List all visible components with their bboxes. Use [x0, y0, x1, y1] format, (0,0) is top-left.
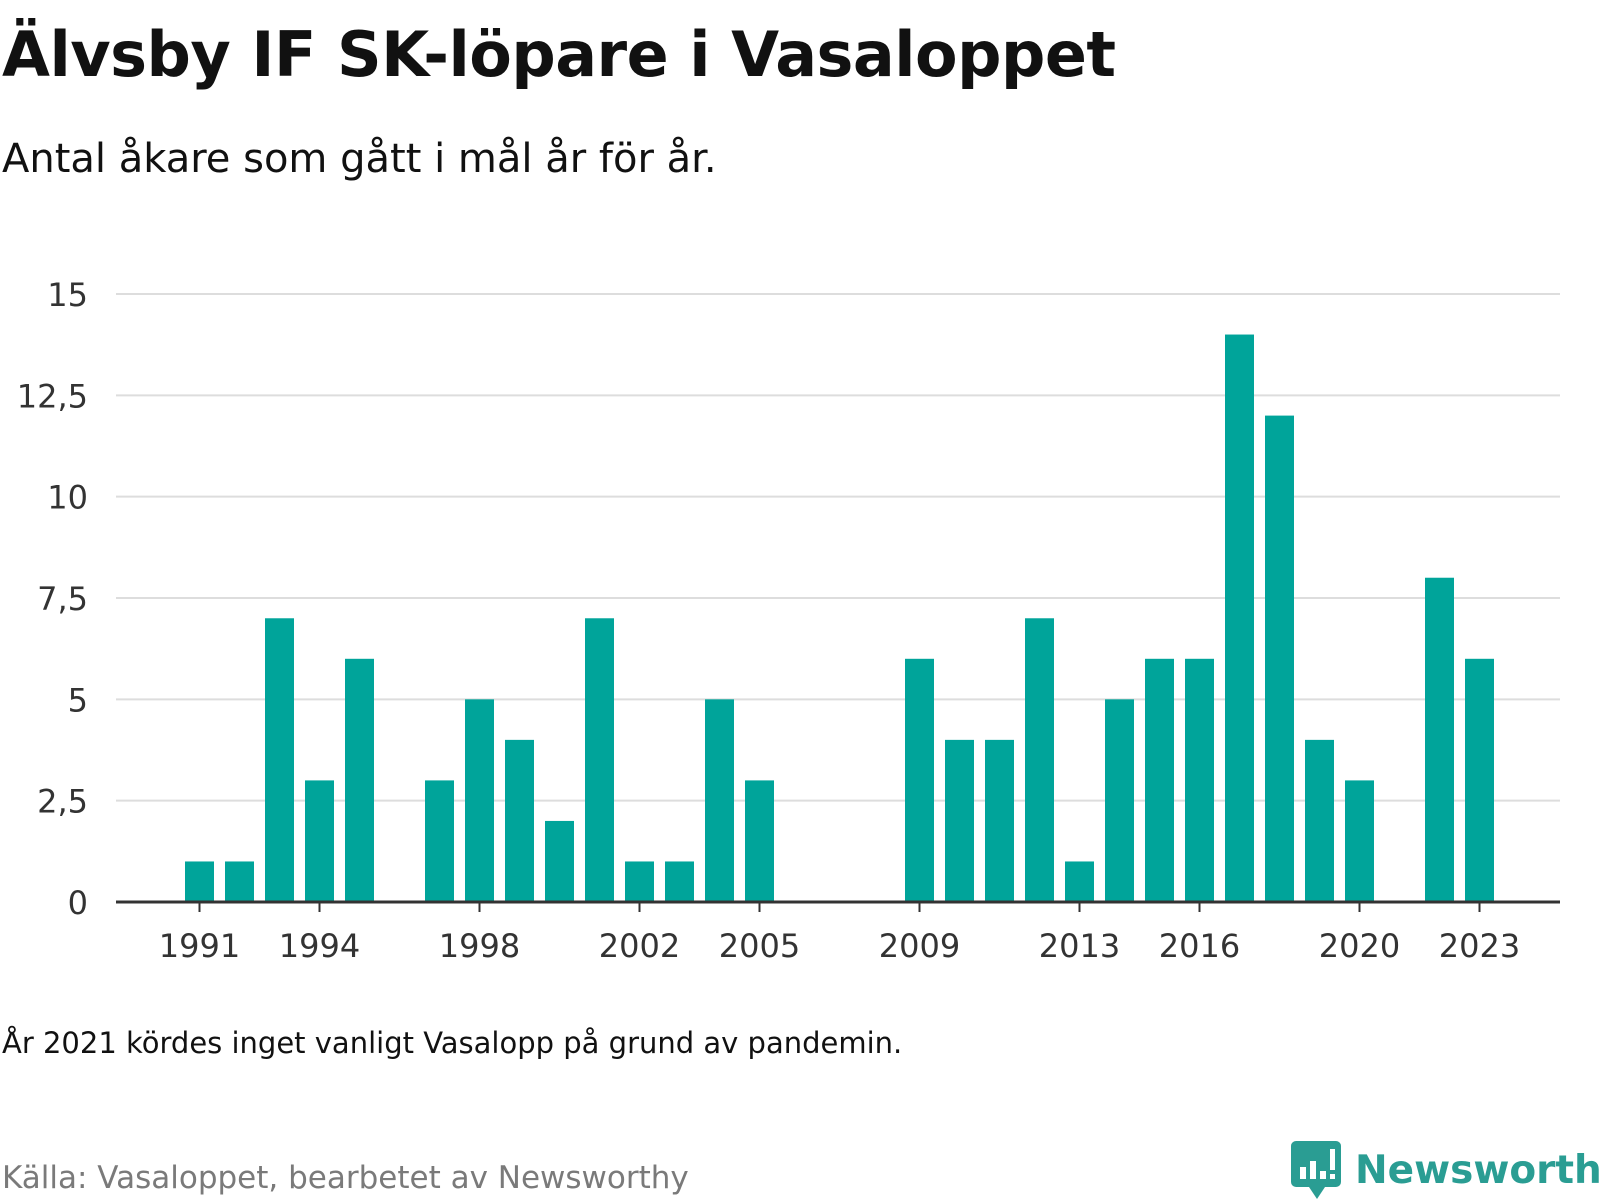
bar	[985, 739, 1014, 902]
bar	[1465, 658, 1494, 902]
bar	[1345, 780, 1374, 902]
bar	[185, 861, 214, 902]
bar	[1025, 618, 1054, 902]
bar	[585, 618, 614, 902]
bar	[1105, 699, 1134, 902]
bar	[545, 820, 574, 902]
bar	[1425, 577, 1454, 902]
gridlines	[116, 293, 1560, 802]
x-axis-labels: 1991 1994 1998 2002 2005 2009 2013 2016 2020 2023	[159, 927, 1520, 965]
chart-note: År 2021 kördes inget vanligt Vasalopp på…	[2, 1026, 903, 1060]
x-tick-label: 1994	[279, 927, 360, 965]
bar	[265, 618, 294, 902]
bar-chart: 0 2,5 5 7,5 10 12,5 15 1991 1994 1998 2002 2005 200…	[17, 276, 1560, 965]
y-tick-label: 5	[68, 681, 88, 719]
bar	[945, 739, 974, 902]
y-tick-label: 2,5	[37, 783, 88, 821]
bar	[345, 658, 374, 902]
y-tick-label: 12,5	[17, 377, 88, 415]
bar	[905, 658, 934, 902]
bar	[225, 861, 254, 902]
bar	[1185, 658, 1214, 902]
x-tick-label: 2002	[599, 927, 680, 965]
bar	[1305, 739, 1334, 902]
x-tick-label: 1998	[439, 927, 520, 965]
source-text: Källa: Vasaloppet, bearbetet av Newswort…	[2, 1160, 689, 1196]
bars	[185, 334, 1494, 902]
bar	[705, 699, 734, 902]
bar	[505, 739, 534, 902]
bar	[425, 780, 454, 902]
x-tick-label: 2005	[719, 927, 800, 965]
bar	[745, 780, 774, 902]
x-axis	[116, 900, 1560, 912]
y-tick-label: 10	[47, 479, 88, 517]
bar	[625, 861, 654, 902]
bar	[305, 780, 334, 902]
bar	[1265, 415, 1294, 902]
y-tick-label: 0	[68, 884, 88, 922]
y-tick-label: 15	[47, 276, 88, 314]
chart-title: Älvsby IF SK-löpare i Vasaloppet	[2, 18, 1116, 91]
brand-name: Newsworthy	[1355, 1147, 1600, 1193]
bar	[1145, 658, 1174, 902]
x-tick-label: 2020	[1319, 927, 1400, 965]
y-tick-label: 7,5	[37, 580, 88, 618]
x-tick-label: 2023	[1439, 927, 1520, 965]
x-tick-label: 1991	[159, 927, 240, 965]
chart-subtitle: Antal åkare som gått i mål år för år.	[2, 136, 717, 182]
x-tick-label: 2009	[879, 927, 960, 965]
x-tick-label: 2013	[1039, 927, 1120, 965]
bar	[665, 861, 694, 902]
bar	[1225, 334, 1254, 902]
x-tick-label: 2016	[1159, 927, 1240, 965]
newsworthy-logo-icon	[1291, 1141, 1341, 1199]
bar	[465, 699, 494, 902]
bar	[1065, 861, 1094, 902]
y-axis-labels: 0 2,5 5 7,5 10 12,5 15	[17, 276, 88, 922]
brand-logo[interactable]: Newsworthy	[1291, 1141, 1600, 1199]
